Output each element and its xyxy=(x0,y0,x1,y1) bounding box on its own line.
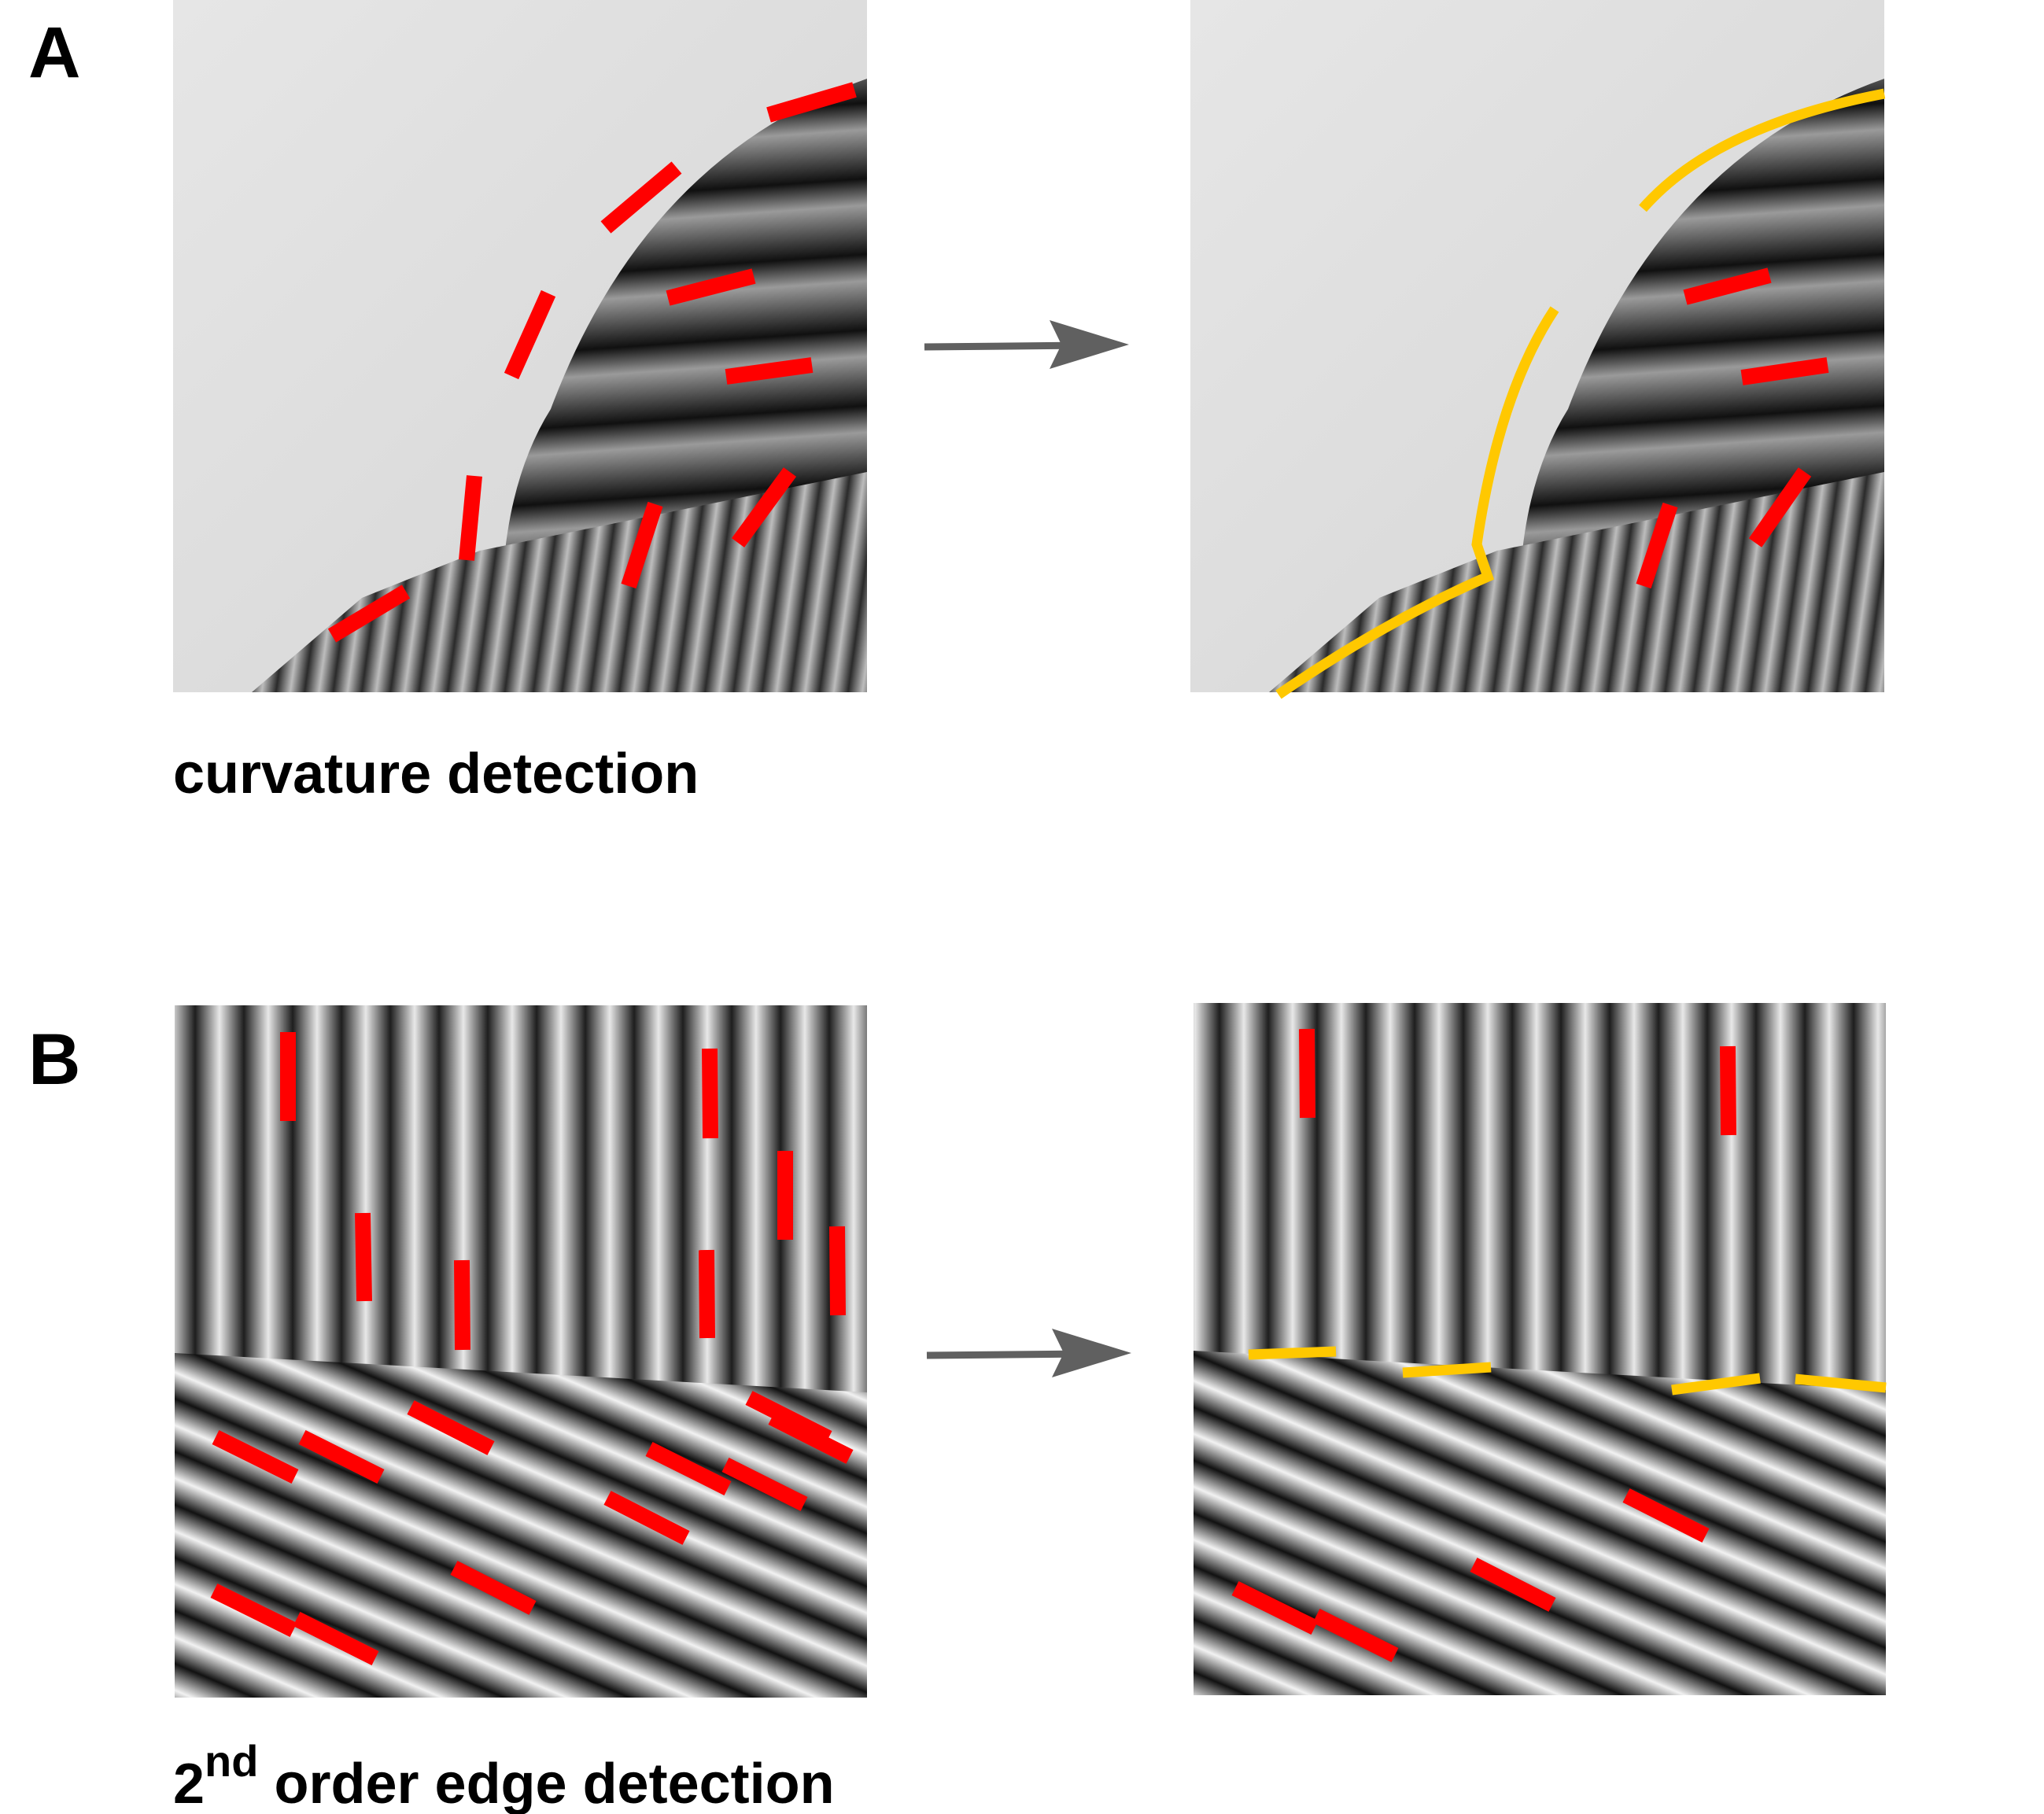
contour xyxy=(1275,306,1559,699)
panel-b-remaining-edges xyxy=(1231,1028,1736,1662)
right-arrow-icon xyxy=(924,320,1129,369)
edge-segment xyxy=(768,1410,854,1464)
edge-segment xyxy=(454,1259,470,1351)
panel-b-caption: 2nd order edge detection xyxy=(173,1736,835,1814)
edge-segment xyxy=(1231,1581,1319,1635)
edge-segment xyxy=(407,1400,495,1455)
caption-superscript: nd xyxy=(205,1736,258,1786)
panel-b-local-edges xyxy=(210,1032,854,1665)
edge-segment xyxy=(355,1212,372,1302)
edge-segment xyxy=(829,1226,846,1316)
edge-segment xyxy=(1470,1558,1556,1612)
right-arrow-icon xyxy=(926,1329,1131,1377)
edge-segment xyxy=(1622,1488,1710,1543)
edge-segment xyxy=(293,1612,379,1665)
panel-a-remaining-edges xyxy=(1636,267,1829,589)
edge-segment xyxy=(1683,267,1772,305)
contour xyxy=(1402,1362,1492,1378)
edge-segment xyxy=(600,161,682,234)
contour xyxy=(1795,1373,1887,1393)
edge-segment xyxy=(459,475,482,561)
panel-a-local-edges xyxy=(327,82,857,643)
edge-segment xyxy=(721,1458,808,1511)
edge-segment xyxy=(1748,467,1812,548)
edge-segment xyxy=(1299,1028,1315,1119)
edge-segment xyxy=(731,467,797,548)
edge-segment xyxy=(504,289,556,380)
edge-segment xyxy=(298,1430,385,1484)
panel-b-grouped-contours xyxy=(1248,1346,1887,1396)
panel-a-caption: curvature detection xyxy=(173,743,699,806)
edge-segment xyxy=(766,82,857,123)
panel-letter-b: B xyxy=(28,1019,80,1100)
contour xyxy=(1671,1373,1761,1396)
panel-a-grouped-contours xyxy=(1275,88,1886,699)
edge-segment xyxy=(621,501,663,589)
panel-letter-a: A xyxy=(28,13,80,93)
caption-rest: order edge detection xyxy=(258,1753,834,1814)
edge-segment xyxy=(1720,1045,1736,1136)
edge-segment xyxy=(725,357,814,385)
contour xyxy=(1639,88,1886,212)
edge-segment xyxy=(450,1561,537,1615)
caption-base: 2 xyxy=(173,1753,205,1814)
edge-segment xyxy=(1312,1609,1399,1662)
edge-segment xyxy=(645,1442,732,1495)
panel-b-input-image xyxy=(175,1005,867,1698)
contour xyxy=(1248,1346,1337,1360)
edge-segment xyxy=(666,268,756,306)
edge-segment xyxy=(212,1430,299,1484)
edge-segment xyxy=(1740,357,1829,385)
edge-segment xyxy=(327,584,411,643)
edge-segment xyxy=(603,1491,690,1545)
edge-segment xyxy=(1636,502,1678,589)
edge-segment xyxy=(210,1584,297,1637)
